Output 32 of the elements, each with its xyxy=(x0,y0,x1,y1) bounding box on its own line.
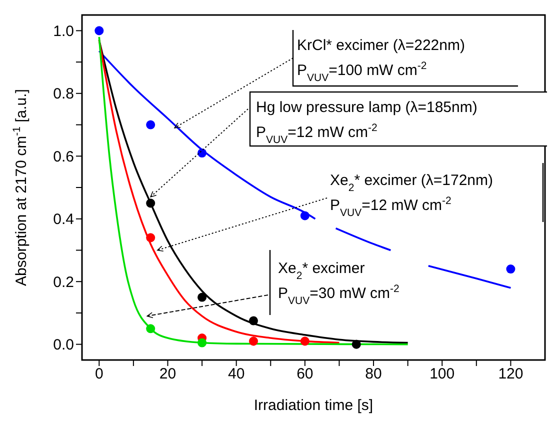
point xyxy=(198,338,207,348)
annotation: Hg low pressure lamp (λ=185nm) P$_{VUV}$=12 mW cm$^{-2}$ xyxy=(256,99,478,146)
point xyxy=(506,264,516,274)
y-tick-label: 1.0 xyxy=(53,23,74,40)
annotation: Xe$_{2}$* excimer (λ=172nm) P$_{VUV}$=12 mW cm$^{-2}$ xyxy=(330,172,493,219)
point xyxy=(198,292,207,302)
point xyxy=(146,324,156,334)
point xyxy=(146,120,156,130)
point xyxy=(300,211,310,220)
y-tick-label: 0.4 xyxy=(53,211,74,228)
point xyxy=(352,340,361,349)
x-tick-label: 0 xyxy=(94,366,104,383)
point xyxy=(248,336,258,346)
x-tick-label: 120 xyxy=(498,366,524,383)
y-tick-label: 0.8 xyxy=(53,86,74,103)
x-tick-label: 60 xyxy=(296,366,314,383)
x-tick-label: 80 xyxy=(365,366,382,383)
point xyxy=(146,233,156,242)
point xyxy=(94,26,104,36)
y-tick-label: 0.2 xyxy=(53,274,74,291)
point xyxy=(300,336,310,346)
y-tick-label: 0.0 xyxy=(53,336,74,354)
point xyxy=(146,198,156,208)
annotation: KrCl* excimer (λ=222nm) P$_{VUV}$=100 mW cm$^{-2}$ xyxy=(297,37,465,84)
x-tick-label: 100 xyxy=(430,366,455,383)
x-tick-label: 20 xyxy=(159,366,176,383)
x-tick-label: 40 xyxy=(228,366,245,383)
x-axis-title: Irradiation time [s] xyxy=(254,397,374,414)
annotation: Xe$_{2}$* excimer P$_{VUV}$=30 mW cm$^{-2}$ xyxy=(278,260,400,307)
point xyxy=(248,316,258,326)
point xyxy=(198,148,207,158)
y-tick-label: 0.6 xyxy=(53,148,74,166)
